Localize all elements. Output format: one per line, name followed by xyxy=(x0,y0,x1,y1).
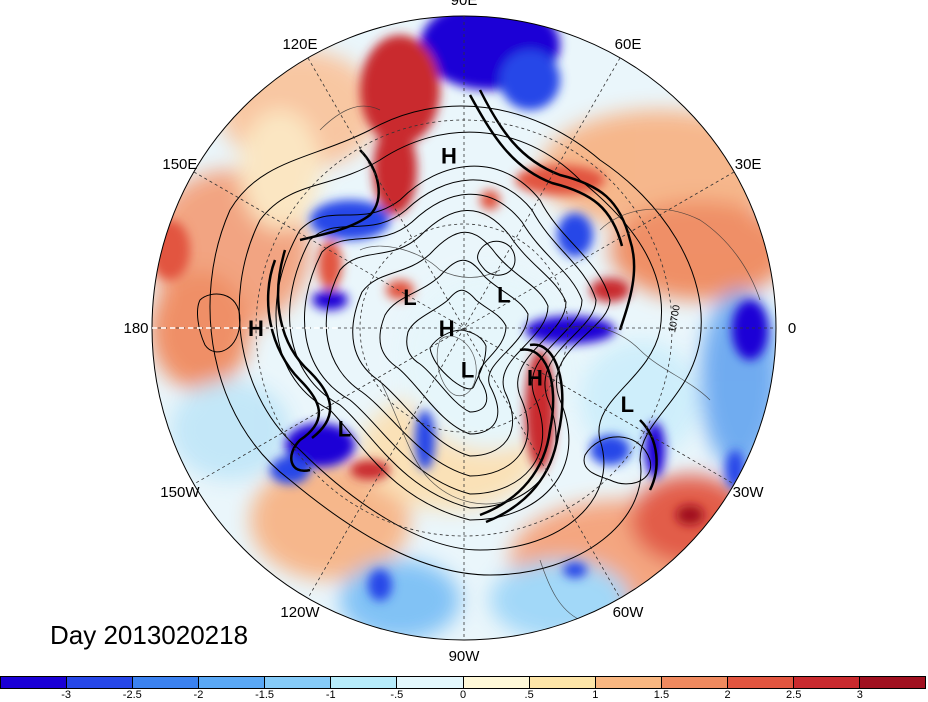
colorbar-ticks: -3 -2.5 -2 -1.5 -1 -.5 0 .5 1 1.5 2 2.5 3 xyxy=(0,689,926,702)
colorbar-tick-label: .5 xyxy=(524,689,534,701)
colorbar-swatch xyxy=(463,677,530,688)
colorbar-tick-label: -1 xyxy=(325,689,336,701)
colorbar-swatch xyxy=(67,677,134,688)
colorbar-tick-label: -3 xyxy=(61,689,72,701)
lon-label-150e: 150E xyxy=(162,156,197,173)
colorbar: -3 -2.5 -2 -1.5 -1 -.5 0 .5 1 1.5 2 2.5 3 xyxy=(0,676,928,702)
colorbar-tick-label: -2 xyxy=(193,689,204,701)
high-center-2: H xyxy=(439,316,455,341)
high-center-4: H xyxy=(248,316,264,341)
colorbar-swatch xyxy=(397,677,464,688)
low-center-8: L xyxy=(621,392,634,417)
lon-label-180: 180 xyxy=(123,320,148,337)
low-center-3: L xyxy=(497,283,510,308)
lon-label-90w: 90W xyxy=(449,648,481,665)
colorbar-tick-label: 1.5 xyxy=(653,689,670,701)
colorbar-tick-label: 2 xyxy=(724,689,731,701)
high-center-6: H xyxy=(527,366,543,391)
lon-label-60w: 60W xyxy=(613,604,645,621)
lon-label-150w: 150W xyxy=(160,484,200,501)
contour-label: 10700 xyxy=(667,304,683,334)
coastlines xyxy=(319,105,761,621)
colorbar-tick-label: -2.5 xyxy=(122,689,142,701)
colorbar-tick-label: -.5 xyxy=(390,689,404,701)
colorbar-swatch xyxy=(529,677,596,688)
jet-contours xyxy=(266,89,658,524)
lon-label-120w: 120W xyxy=(280,604,320,621)
colorbar-swatch xyxy=(265,677,332,688)
low-center-5: L xyxy=(461,357,474,382)
colorbar-tick-label: 2.5 xyxy=(786,689,802,701)
lon-label-120e: 120E xyxy=(282,36,317,53)
lon-label-0: 0 xyxy=(788,320,796,337)
colorbar-swatch xyxy=(1,677,68,688)
anomaly-field xyxy=(152,16,776,640)
colorbar-swatch xyxy=(793,677,861,688)
lon-label-90e: 90E xyxy=(451,0,478,9)
low-center-7: L xyxy=(338,416,351,441)
colorbar-swatch xyxy=(595,677,662,688)
colorbar-swatch xyxy=(860,677,926,688)
colorbar-tick-label: 3 xyxy=(856,689,863,701)
colorbar-swatch xyxy=(331,677,398,688)
colorbar-tick-label: -1.5 xyxy=(255,689,275,701)
colorbar-tick-label: 1 xyxy=(592,689,599,701)
low-center-1: L xyxy=(403,285,416,310)
colorbar-swatch xyxy=(661,677,728,688)
colorbar-swatch xyxy=(199,677,266,688)
colorbar-swatch xyxy=(727,677,794,688)
colorbar-swatch xyxy=(133,677,200,688)
day-label: Day 2013020218 xyxy=(50,620,249,650)
colorbar-swatches xyxy=(0,676,926,689)
polar-map: 90E 60E 30E 0 30W 60W 90W 120W 150W 180 150E 120E H… xyxy=(123,0,796,665)
high-center-0: H xyxy=(441,143,457,168)
lon-label-30w: 30W xyxy=(733,484,765,501)
longitude-labels: 90E 60E 30E 0 30W 60W 90W 120W 150W 180 150E 120E xyxy=(123,0,796,665)
colorbar-tick-label: 0 xyxy=(459,689,467,701)
lon-label-30e: 30E xyxy=(735,156,762,173)
lon-label-60e: 60E xyxy=(615,36,642,53)
